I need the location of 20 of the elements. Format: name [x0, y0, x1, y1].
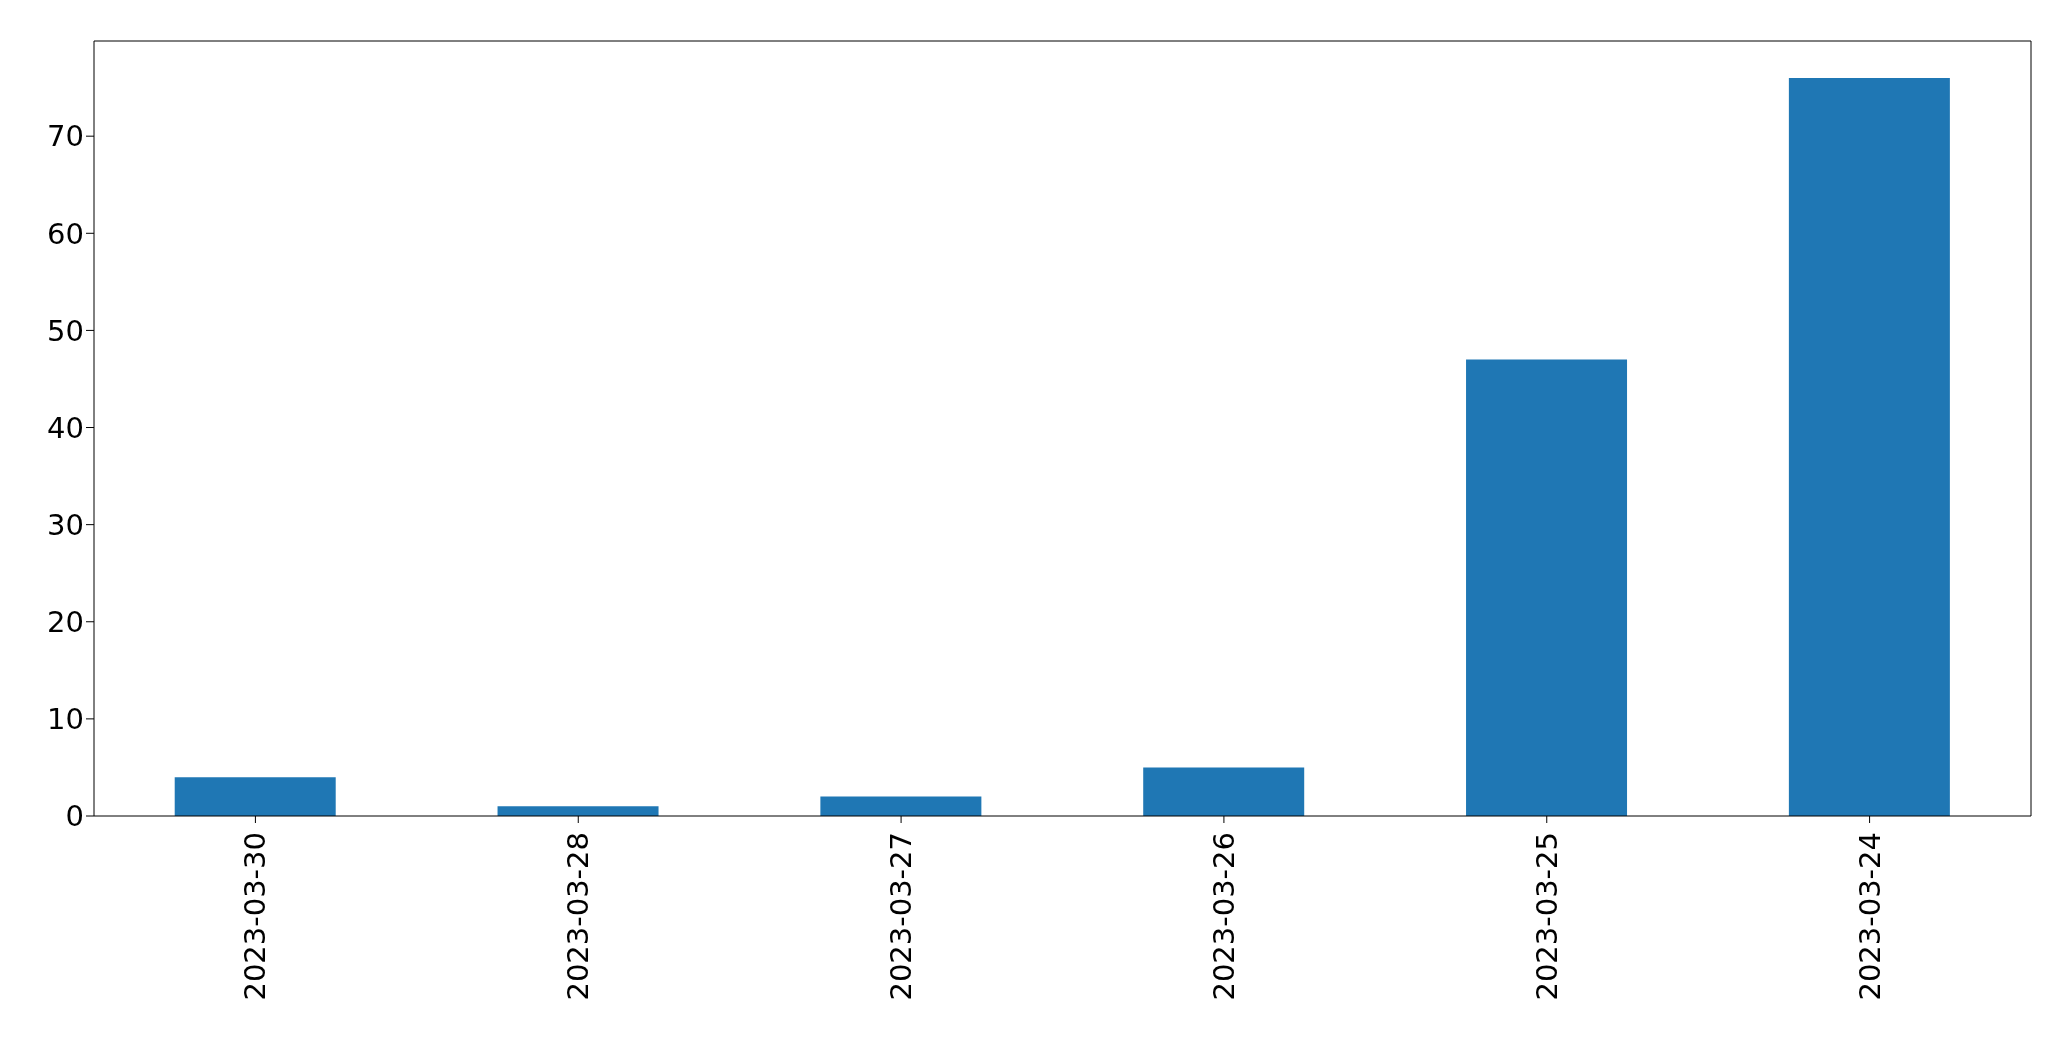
y-tick-label: 50	[47, 313, 84, 348]
y-tick-label: 30	[47, 507, 84, 542]
x-tick-label: 2023-03-25	[1529, 832, 1564, 1001]
y-tick-label: 20	[47, 605, 84, 640]
x-tick-label: 2023-03-28	[561, 832, 596, 1001]
y-tick-label: 10	[47, 702, 84, 737]
bar	[1143, 767, 1305, 816]
x-tick-label: 2023-03-24	[1852, 832, 1887, 1001]
y-tick-label: 40	[47, 410, 84, 445]
bar	[1788, 77, 1950, 816]
bar	[1466, 359, 1628, 816]
x-tick-label: 2023-03-30	[238, 832, 273, 1001]
bar	[497, 806, 659, 816]
y-tick-label: 60	[47, 216, 84, 251]
y-tick-label: 70	[47, 119, 84, 154]
bar	[820, 796, 982, 816]
y-tick-label: 0	[65, 799, 84, 834]
x-tick-label: 2023-03-26	[1206, 832, 1241, 1001]
x-tick-label: 2023-03-27	[884, 832, 919, 1001]
bar	[174, 777, 336, 816]
